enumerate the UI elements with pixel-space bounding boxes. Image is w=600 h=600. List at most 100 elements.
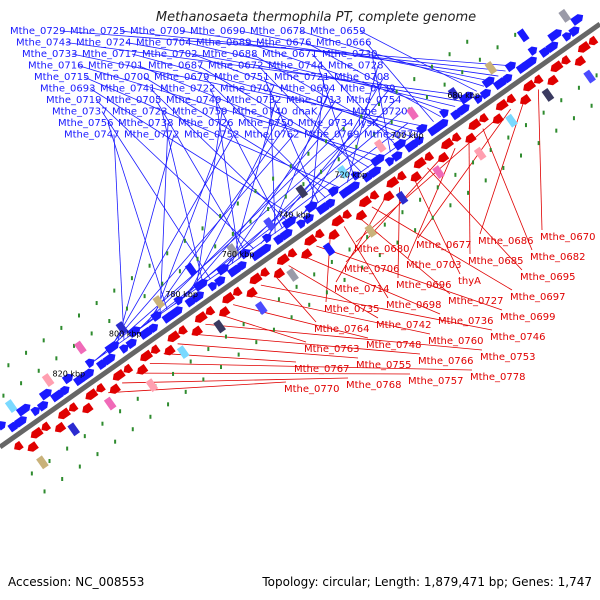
- reverse-gene-arrow: [205, 305, 216, 316]
- reverse-gene-arrow: [246, 286, 258, 298]
- forward-feature-block: [115, 321, 129, 335]
- forward-gene-label: Mthe_0737: [52, 107, 108, 118]
- forward-gene-arrow: [7, 421, 19, 433]
- forward-callout: [125, 42, 463, 102]
- forward-gene-arrow: [118, 344, 129, 354]
- scale-dot: [2, 393, 5, 398]
- scale-dot: [272, 176, 275, 181]
- forward-gene-arrow: [368, 166, 382, 179]
- reverse-callout: [135, 372, 411, 375]
- forward-gene-label: Mthe_0676: [256, 38, 312, 49]
- scale-dot: [590, 103, 593, 108]
- forward-gene-label: Mthe_0732: [226, 95, 282, 106]
- forward-gene-label: Mthe_0723: [112, 107, 168, 118]
- reverse-gene-label: Mthe_0682: [530, 252, 586, 263]
- reverse-gene-arrow: [383, 190, 395, 202]
- forward-callout: [231, 99, 277, 264]
- reverse-callout: [482, 128, 533, 251]
- forward-gene-arrow: [384, 157, 395, 167]
- scale-dot: [436, 185, 439, 190]
- scale-dot: [166, 251, 169, 256]
- forward-feature-block: [295, 184, 309, 199]
- scale-dot: [66, 446, 69, 451]
- scale-dot: [20, 381, 23, 386]
- forward-gene-arrow: [547, 29, 562, 43]
- tick-label: 700 kbp: [391, 131, 424, 140]
- reverse-callout: [343, 226, 389, 299]
- scale-dot: [320, 169, 323, 174]
- forward-gene-arrow: [138, 327, 154, 340]
- forward-callout: [359, 30, 477, 92]
- reverse-gene-label: Mthe_0686: [478, 236, 534, 247]
- reverse-gene-arrow: [150, 344, 161, 354]
- reverse-feature-block: [145, 378, 159, 393]
- forward-feature-block: [152, 295, 166, 309]
- forward-gene-label: Mthe_0754: [346, 95, 402, 106]
- forward-gene-arrow: [479, 88, 492, 100]
- scale-dot: [60, 325, 63, 330]
- forward-callout: [94, 134, 355, 361]
- forward-gene-arrow: [256, 243, 272, 257]
- scale-dot: [25, 350, 28, 355]
- forward-gene-label: Mthe_0704: [136, 38, 192, 49]
- forward-callout: [188, 111, 283, 295]
- forward-gene-label: Mthe_0672: [208, 61, 264, 72]
- scale-dot: [255, 340, 258, 345]
- reverse-gene-arrow: [194, 311, 208, 323]
- reverse-feature-block: [505, 113, 518, 128]
- reverse-callout: [302, 255, 441, 315]
- reverse-gene-arrow: [397, 170, 407, 181]
- forward-gene-label: Mthe_0726: [178, 118, 234, 129]
- forward-callout: [113, 134, 125, 341]
- scale-dot: [507, 135, 510, 140]
- forward-gene-label: Mthe_0724: [76, 38, 132, 49]
- reverse-callout: [479, 99, 525, 235]
- scale-dot: [77, 313, 80, 318]
- scale-dot: [289, 164, 292, 169]
- dot-ring-outer-reverse: [43, 103, 593, 494]
- scale-dot: [478, 57, 481, 62]
- reverse-feature-block: [286, 268, 299, 282]
- forward-gene-arrow: [570, 14, 584, 26]
- tick-label: 740 kbp: [278, 210, 311, 219]
- genome-summary-text: Topology: circular; Length: 1,879,471 bp…: [261, 575, 592, 589]
- forward-gene-arrow: [404, 139, 419, 153]
- reverse-gene-arrow: [260, 267, 270, 277]
- forward-gene-label: Mthe_0762: [244, 130, 300, 141]
- reverse-callout: [274, 275, 317, 323]
- reverse-feature-block: [583, 69, 596, 84]
- forward-gene-arrow: [173, 296, 184, 306]
- reverse-gene-arrow: [550, 60, 564, 73]
- forward-gene-arrow: [481, 76, 495, 89]
- reverse-gene-arrow: [287, 247, 298, 258]
- reverse-gene-arrow: [465, 132, 477, 144]
- forward-gene-arrow: [414, 136, 424, 146]
- reverse-gene-arrow: [249, 272, 263, 285]
- dot-ring-inner-reverse: [30, 73, 598, 476]
- forward-gene-label: Mthe_0728: [328, 61, 384, 72]
- forward-feature-block: [516, 28, 530, 43]
- forward-callout: [263, 76, 319, 204]
- forward-gene-arrow: [150, 311, 162, 322]
- forward-gene-arrow: [0, 421, 6, 431]
- reverse-gene-label: Mthe_0763: [304, 344, 360, 355]
- forward-gene-label: Mthe_0701: [88, 61, 144, 72]
- forward-gene-arrow: [127, 326, 141, 339]
- forward-gene-arrow: [315, 202, 331, 216]
- forward-gene-arrow: [168, 306, 183, 320]
- scale-dot: [95, 301, 98, 306]
- scale-dot: [73, 343, 76, 348]
- forward-gene-arrow: [215, 263, 229, 276]
- reverse-callout: [233, 304, 369, 339]
- forward-gene-arrow: [325, 198, 336, 209]
- scale-dot: [236, 201, 239, 206]
- scale-dot: [249, 219, 252, 224]
- forward-gene-label: Mthe_0730: [322, 49, 378, 60]
- reverse-gene-label: thyA: [458, 276, 481, 287]
- scale-dot: [184, 389, 187, 394]
- forward-callout: [303, 76, 385, 214]
- reverse-gene-arrow: [369, 190, 380, 200]
- tick-label: 820 kbp: [53, 369, 86, 378]
- reverse-gene-label: Mthe_0703: [406, 260, 462, 271]
- reverse-gene-arrow: [27, 441, 39, 452]
